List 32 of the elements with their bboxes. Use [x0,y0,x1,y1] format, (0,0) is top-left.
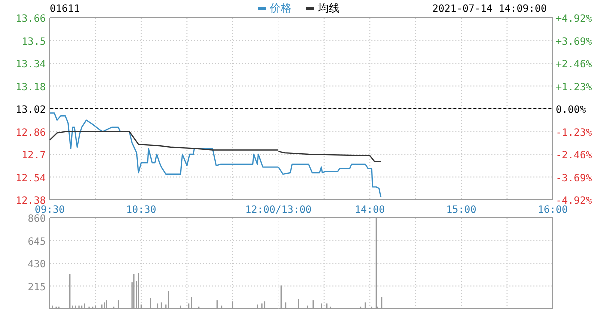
x-tick-label: 10:30 [126,205,157,216]
x-tick-label: 12:00/13:00 [246,205,312,216]
text: 0.00% [556,105,586,116]
chart-subtitle: 2021-07-14 14:09:00 [432,4,547,15]
text: +4.92% [556,14,592,25]
y-tick-label: 12.38 [16,196,46,207]
y-tick-label: 13.18 [16,82,46,94]
legend-label: 均线 [317,2,340,15]
x-tick-label: 09:30 [34,205,66,216]
chart-title: 01611 [50,4,80,15]
y-tick-label: 12.86 [16,128,46,139]
text: +2.46% [556,60,592,70]
y-tick-label: 645 [28,236,46,248]
text: -3.69% [556,173,592,184]
text: +3.69% [556,36,592,48]
y-tick-label: 12.7 [22,150,46,162]
text: -1.23% [556,128,592,139]
x-tick-label: 16:00 [538,205,568,216]
y-tick-label: 13.02 [16,105,46,116]
y-tick-label: 13.66 [16,14,46,25]
x-tick-label: 15:00 [446,205,477,216]
x-tick-label: 14:00 [355,205,386,216]
y-tick-label: 860 [28,214,46,225]
y-tick-label: 13.34 [16,60,46,70]
text: +1.23% [556,82,592,94]
y-tick-label: 215 [28,282,46,294]
legend-label: 价格 [269,2,292,15]
y-tick-label: 13.5 [22,36,46,48]
y-tick-label: 12.54 [16,173,46,184]
y-tick-label: 430 [28,260,46,270]
text: -4.92% [556,196,592,207]
text: -2.46% [556,150,592,162]
